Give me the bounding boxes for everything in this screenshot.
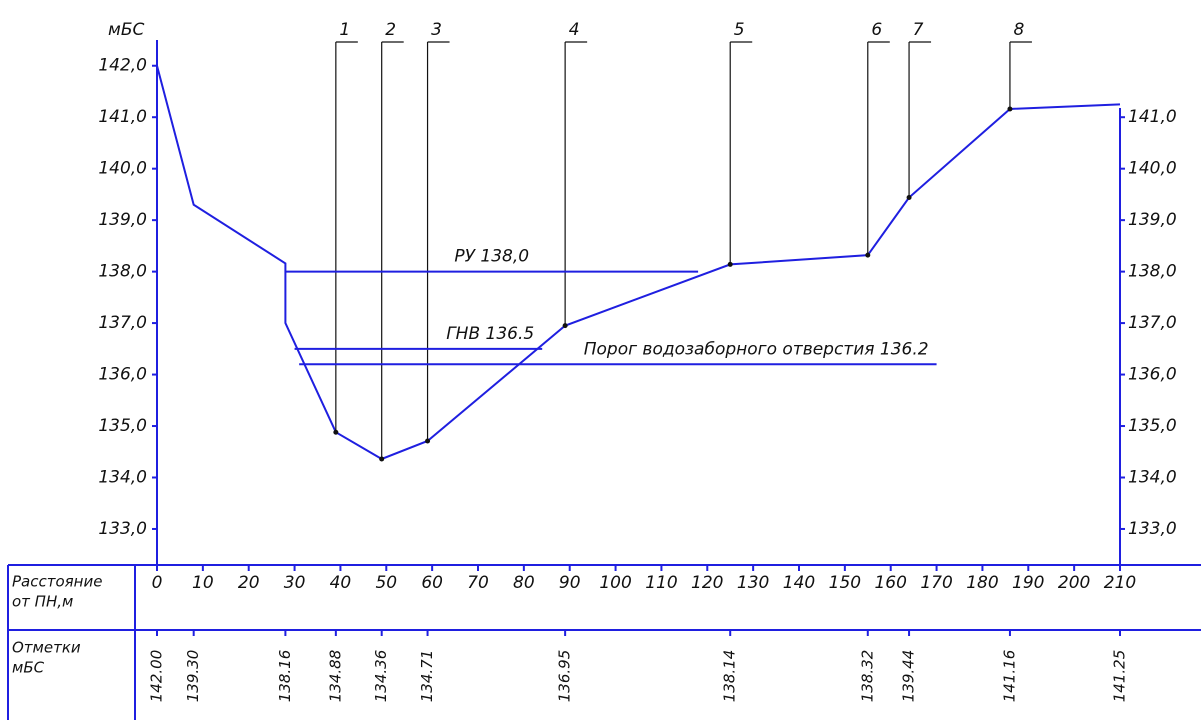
x-tick-label: 130 <box>737 573 769 593</box>
x-tick-label: 140 <box>783 573 815 593</box>
x-tick-label: 170 <box>920 573 952 593</box>
y-tick-label: 142,0 <box>98 56 147 76</box>
x-tick-label: 180 <box>966 573 998 593</box>
x-tick-label: 110 <box>645 573 677 593</box>
y2-tick-label: 140,0 <box>1128 159 1177 179</box>
row-label: от ПН,м <box>12 593 73 611</box>
x-tick-label: 0 <box>152 573 163 593</box>
y-tick-label: 134,0 <box>98 468 147 488</box>
y-axis-label: мБС <box>108 20 144 40</box>
elevation-label: 134.71 <box>418 650 436 703</box>
elevation-label: 138.14 <box>721 650 739 703</box>
x-tick-label: 120 <box>691 573 723 593</box>
x-tick-label: 190 <box>1012 573 1044 593</box>
point-number: 3 <box>431 20 442 40</box>
elevation-label: 142.00 <box>148 650 166 703</box>
point-number: 1 <box>339 20 350 40</box>
y2-tick-label: 141,0 <box>1128 107 1177 127</box>
elevation-label: 134.88 <box>326 650 344 703</box>
x-tick-label: 50 <box>375 573 397 593</box>
y2-tick-label: 136,0 <box>1128 365 1177 385</box>
elevation-label: 138.32 <box>858 650 876 703</box>
elevation-label: 141.16 <box>1000 650 1018 703</box>
row-label: Расстояние <box>12 573 102 591</box>
level-label: ГНВ 136.5 <box>446 324 534 344</box>
level-label: РУ 138,0 <box>454 247 529 267</box>
elevation-label: 136.95 <box>556 650 574 703</box>
y-tick-label: 138,0 <box>98 262 147 282</box>
x-tick-label: 90 <box>559 573 581 593</box>
x-tick-label: 100 <box>599 573 631 593</box>
x-tick-label: 150 <box>829 573 861 593</box>
x-tick-label: 80 <box>513 573 535 593</box>
y-tick-label: 137,0 <box>98 313 147 333</box>
x-tick-label: 200 <box>1058 573 1090 593</box>
y-tick-label: 141,0 <box>98 107 147 127</box>
y2-tick-label: 139,0 <box>1128 210 1177 230</box>
point-number: 4 <box>569 20 580 40</box>
y2-tick-label: 134,0 <box>1128 468 1177 488</box>
point-number: 8 <box>1014 20 1025 40</box>
elevation-label: 141.25 <box>1111 650 1129 703</box>
x-tick-label: 160 <box>874 573 906 593</box>
profile-line <box>156 65 1121 461</box>
point-number: 5 <box>734 20 745 40</box>
x-tick-label: 10 <box>192 573 214 593</box>
elevation-label: 134.36 <box>372 650 390 703</box>
point-number: 6 <box>871 20 882 40</box>
x-tick-label: 60 <box>421 573 443 593</box>
x-tick-label: 20 <box>238 573 260 593</box>
point-number: 7 <box>913 20 924 40</box>
y2-tick-label: 138,0 <box>1128 262 1177 282</box>
y-tick-label: 135,0 <box>98 416 147 436</box>
row-label: Отметки <box>12 639 81 657</box>
x-tick-label: 210 <box>1104 573 1136 593</box>
elevation-label: 138.16 <box>276 650 294 703</box>
x-tick-label: 40 <box>330 573 352 593</box>
x-tick-label: 70 <box>467 573 489 593</box>
y2-tick-label: 137,0 <box>1128 313 1177 333</box>
y-tick-label: 136,0 <box>98 365 147 385</box>
y-tick-label: 139,0 <box>98 210 147 230</box>
y-tick-label: 140,0 <box>98 159 147 179</box>
y2-tick-label: 135,0 <box>1128 416 1177 436</box>
y-tick-label: 133,0 <box>98 519 147 539</box>
elevation-label: 139.44 <box>900 650 918 703</box>
level-label: Порог водозаборного отверстия 136.2 <box>584 339 929 359</box>
y2-tick-label: 133,0 <box>1128 519 1177 539</box>
row-label: мБС <box>12 659 45 677</box>
elevation-label: 139.30 <box>184 650 202 703</box>
x-tick-label: 30 <box>284 573 306 593</box>
point-number: 2 <box>385 20 396 40</box>
